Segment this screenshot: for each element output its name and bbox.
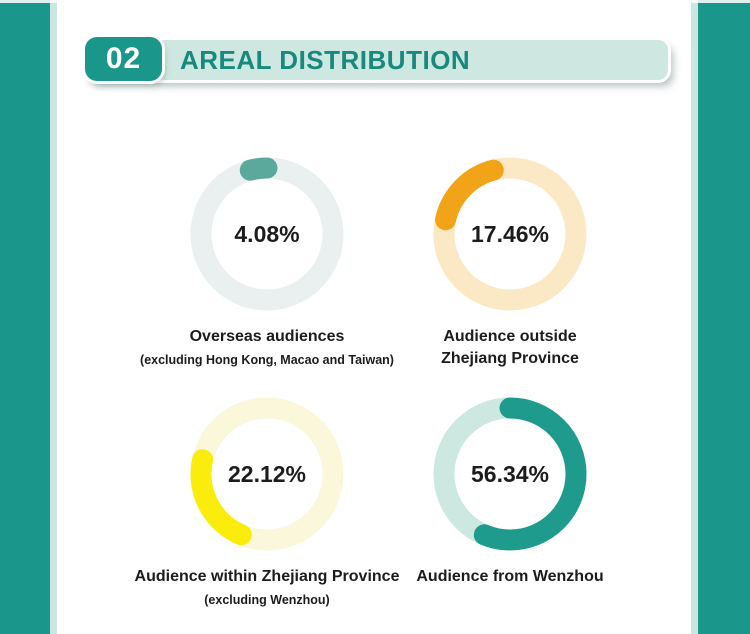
donut-sublabel: (excluding Hong Kong, Macao and Taiwan) <box>140 352 394 367</box>
content-card: AREAL DISTRIBUTION 02 4.08% Overseas aud… <box>50 0 698 634</box>
donut-svg <box>433 157 587 311</box>
donut-sublabel: (excluding Wenzhou) <box>204 592 330 607</box>
donut-card-within-zhejiang: 22.12% Audience within Zhejiang Province… <box>135 396 399 607</box>
donut-arc <box>433 397 587 551</box>
donut-svg <box>433 397 587 551</box>
section-title: AREAL DISTRIBUTION <box>180 44 471 75</box>
donut-card-wenzhou: 56.34% Audience from Wenzhou <box>390 396 630 607</box>
donut-arc <box>190 397 344 551</box>
donut-card-overseas: 4.08% Overseas audiences (excluding Hong… <box>140 156 394 374</box>
section-header: AREAL DISTRIBUTION 02 <box>85 37 668 81</box>
donut-chart-grid: 4.08% Overseas audiences (excluding Hong… <box>57 156 691 607</box>
donut-svg <box>190 397 344 551</box>
donut-value: 56.34% <box>470 460 549 487</box>
donut-svg <box>190 157 344 311</box>
donut-chart-overseas: 4.08% <box>189 156 345 312</box>
donut-ring <box>433 157 587 311</box>
donut-chart-within-zhejiang: 22.12% <box>189 396 345 552</box>
section-title-banner <box>85 40 668 80</box>
donut-value: 22.12% <box>227 460 306 487</box>
donut-arc <box>190 157 344 311</box>
donut-value: 4.08% <box>234 220 300 247</box>
donut-card-outside-zhejiang: 17.46% Audience outside Zhejiang Provinc… <box>390 156 630 374</box>
donut-label: Overseas audiences <box>189 328 345 345</box>
donut-chart-wenzhou: 56.34% <box>432 396 588 552</box>
donut-label: Audience from Wenzhou <box>416 568 604 586</box>
donut-chart-outside-zhejiang: 17.46% <box>432 156 588 312</box>
page-top-edge-highlight <box>0 0 750 3</box>
donut-label: Audience outside Zhejiang Province <box>441 328 579 367</box>
donut-arc <box>433 157 587 311</box>
donut-value: 17.46% <box>470 220 549 247</box>
section-number-badge: 02 <box>85 37 162 81</box>
donut-label: Audience within Zhejiang Province <box>134 568 400 586</box>
